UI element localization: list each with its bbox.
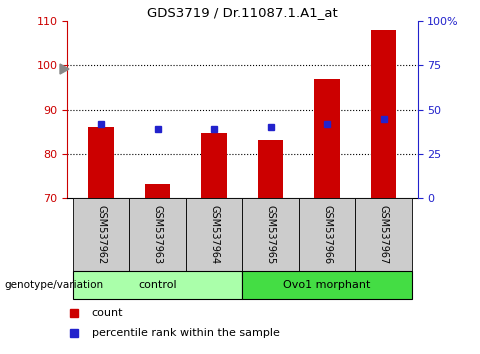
Bar [73, 271, 242, 299]
Text: GSM537962: GSM537962 [96, 205, 106, 264]
Bar [355, 198, 412, 271]
Text: GSM537965: GSM537965 [265, 205, 276, 264]
Bar [258, 140, 283, 198]
Text: percentile rank within the sample: percentile rank within the sample [92, 328, 280, 338]
Title: GDS3719 / Dr.11087.1.A1_at: GDS3719 / Dr.11087.1.A1_at [147, 6, 338, 19]
Text: genotype/variation: genotype/variation [5, 280, 104, 290]
Bar [314, 79, 340, 198]
Bar [73, 198, 130, 271]
Bar [186, 198, 242, 271]
Polygon shape [60, 64, 69, 74]
Bar [299, 198, 355, 271]
Text: GSM537967: GSM537967 [379, 205, 389, 264]
Bar [371, 30, 396, 198]
Text: Ovo1 morphant: Ovo1 morphant [284, 280, 371, 290]
Bar [88, 127, 114, 198]
Text: count: count [92, 308, 123, 318]
Bar [242, 198, 299, 271]
Bar [242, 271, 412, 299]
Text: control: control [138, 280, 177, 290]
Bar [145, 184, 170, 198]
Text: GSM537966: GSM537966 [322, 205, 332, 264]
Text: GSM537963: GSM537963 [153, 205, 163, 264]
Text: GSM537964: GSM537964 [209, 205, 219, 264]
Bar [202, 133, 227, 198]
Bar [130, 198, 186, 271]
